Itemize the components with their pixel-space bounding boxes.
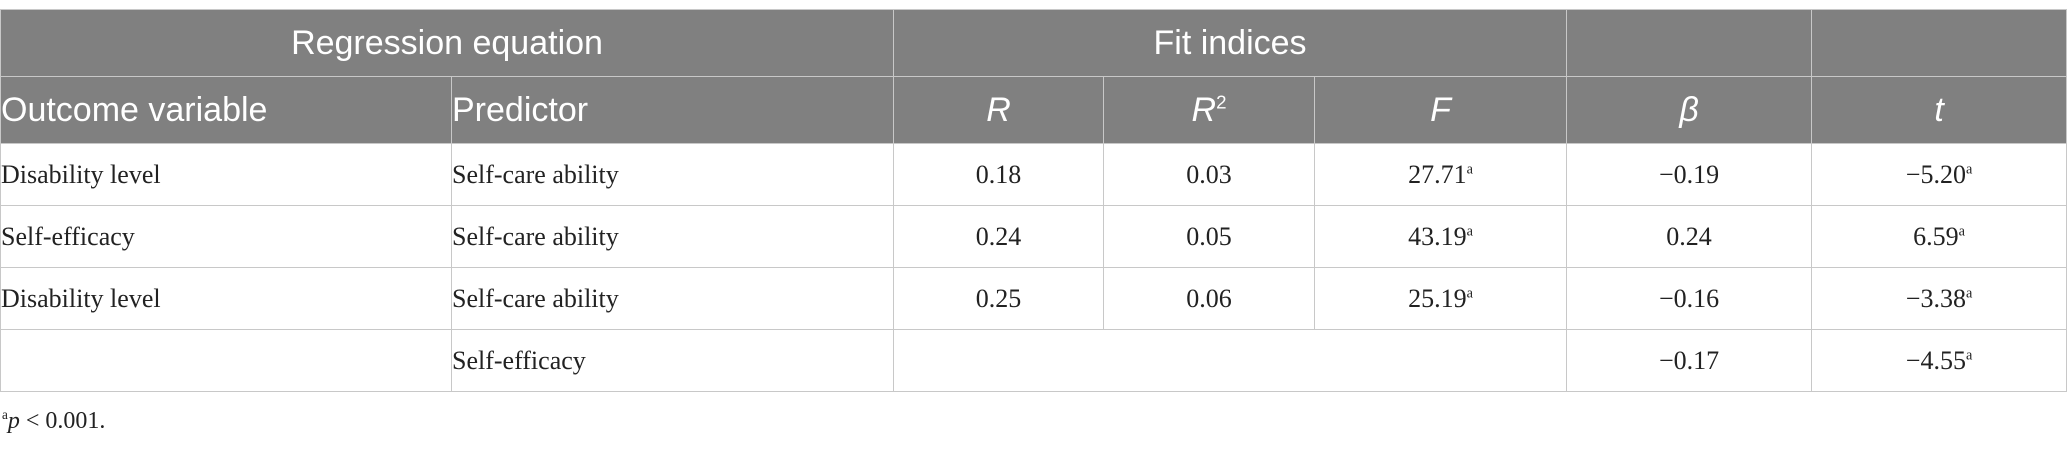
cell-t-value: −3.38 [1905, 283, 1966, 313]
cell-outcome: Disability level [0, 267, 452, 330]
header-r: R [893, 76, 1105, 144]
header-regression-equation: Regression equation [0, 9, 895, 77]
cell-r: 0.24 [893, 205, 1105, 268]
cell-f-value: 25.19 [1408, 283, 1467, 313]
header-outcome-variable: Outcome variable [0, 76, 452, 144]
table-row: Self-efficacy Self-care ability 0.24 0.0… [0, 205, 2067, 268]
cell-outcome [0, 329, 452, 392]
cell-t: −4.55a [1811, 329, 2067, 392]
cell-beta: −0.16 [1566, 267, 1813, 330]
cell-t: −5.20a [1811, 143, 2067, 206]
group-header-row: Regression equation Fit indices [0, 9, 2067, 77]
table-row: Disability level Self-care ability 0.25 … [0, 267, 2067, 330]
cell-predictor: Self-efficacy [450, 329, 895, 392]
cell-r2: 0.05 [1103, 205, 1316, 268]
cell-f-value: 43.19 [1408, 221, 1467, 251]
cell-t: 6.59a [1811, 205, 2067, 268]
header-r-squared-letter: R [1191, 90, 1217, 129]
table-row: Self-efficacy −0.17 −4.55a [0, 329, 2067, 392]
table-footnote: ap < 0.001. [2, 408, 105, 435]
cell-r: 0.18 [893, 143, 1105, 206]
significance-marker: a [1958, 222, 1965, 239]
cell-predictor: Self-care ability [450, 143, 895, 206]
header-f: F [1314, 76, 1568, 144]
footnote-p: p [7, 408, 20, 434]
cell-f: 27.71a [1314, 143, 1568, 206]
significance-marker: a [1466, 284, 1473, 301]
cell-r: 0.25 [893, 267, 1105, 330]
cell-t-value: −4.55 [1905, 345, 1966, 375]
cell-beta: 0.24 [1566, 205, 1813, 268]
header-r-squared-exponent: 2 [1216, 91, 1227, 113]
cell-beta: −0.19 [1566, 143, 1813, 206]
cell-r2: 0.03 [1103, 143, 1316, 206]
cell-predictor: Self-care ability [450, 205, 895, 268]
header-fit-indices: Fit indices [893, 9, 1568, 77]
footnote-marker: a [2, 407, 8, 422]
cell-fit-empty [893, 329, 1568, 392]
significance-marker: a [1965, 346, 1973, 363]
cell-outcome: Self-efficacy [0, 205, 452, 268]
cell-beta: −0.17 [1566, 329, 1813, 392]
table-row: Disability level Self-care ability 0.18 … [0, 143, 2067, 206]
significance-marker: a [1965, 160, 1973, 177]
significance-marker: a [1466, 222, 1473, 239]
header-empty-beta [1566, 9, 1813, 77]
footnote-text: < 0.001. [19, 408, 106, 434]
cell-f-value: 27.71 [1408, 159, 1467, 189]
header-t: t [1811, 76, 2067, 144]
regression-table: Regression equation Fit indices Outcome … [0, 9, 2067, 392]
cell-r2: 0.06 [1103, 267, 1316, 330]
cell-f: 43.19a [1314, 205, 1568, 268]
header-predictor: Predictor [450, 76, 895, 144]
cell-outcome: Disability level [0, 143, 452, 206]
header-r-squared: R2 [1103, 76, 1316, 144]
cell-t-value: 6.59 [1913, 221, 1959, 251]
significance-marker: a [1965, 284, 1973, 301]
cell-t-value: −5.20 [1905, 159, 1966, 189]
header-beta: β [1566, 76, 1813, 144]
cell-t: −3.38a [1811, 267, 2067, 330]
header-empty-t [1811, 9, 2067, 77]
cell-predictor: Self-care ability [450, 267, 895, 330]
cell-f: 25.19a [1314, 267, 1568, 330]
significance-marker: a [1466, 160, 1473, 177]
column-header-row: Outcome variable Predictor R R2 F β t [0, 76, 2067, 144]
